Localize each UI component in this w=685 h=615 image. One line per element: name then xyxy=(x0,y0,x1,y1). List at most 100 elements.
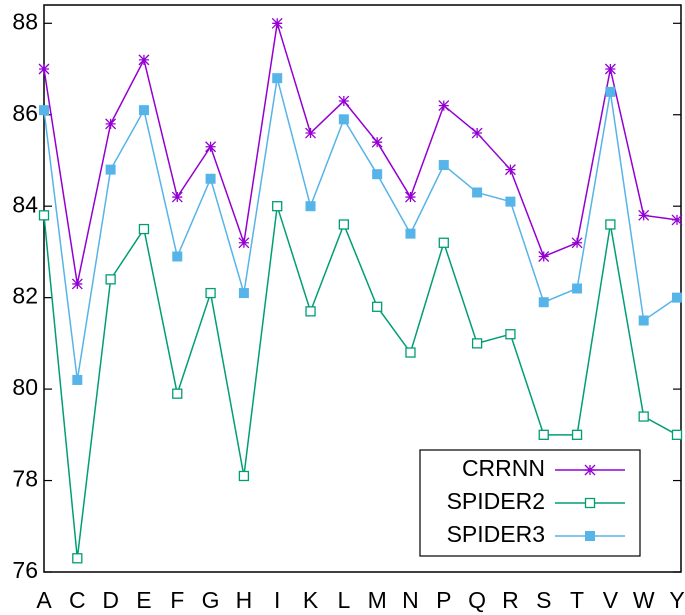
point xyxy=(538,297,549,308)
x-tick-label: R xyxy=(502,587,519,613)
x-tick-label: L xyxy=(337,587,350,613)
marker xyxy=(584,497,596,509)
series-line xyxy=(43,205,678,559)
marker xyxy=(172,388,183,399)
point xyxy=(438,160,449,171)
point xyxy=(38,210,50,221)
x-tick-label: G xyxy=(202,587,220,613)
point xyxy=(338,219,349,230)
marker xyxy=(672,292,682,303)
point xyxy=(671,214,683,226)
marker xyxy=(138,223,150,235)
point xyxy=(638,411,649,422)
point xyxy=(38,63,50,75)
plot-frame xyxy=(43,4,682,573)
point xyxy=(39,105,49,116)
marker xyxy=(105,118,117,130)
x-tick-label: D xyxy=(102,587,119,613)
x-tick-label: C xyxy=(69,587,86,613)
point xyxy=(538,429,549,440)
marker xyxy=(72,553,83,564)
point xyxy=(505,329,516,340)
point xyxy=(405,228,416,239)
marker xyxy=(238,237,250,249)
marker xyxy=(471,127,483,139)
legend: CRRNN SPIDER2 SPIDER3 xyxy=(419,449,641,557)
marker xyxy=(671,214,683,226)
x-tick-label: T xyxy=(570,587,584,613)
point xyxy=(238,288,249,299)
point xyxy=(571,237,583,249)
marker xyxy=(604,63,616,75)
series-line xyxy=(43,23,678,285)
marker xyxy=(171,191,183,203)
marker xyxy=(272,73,283,84)
point xyxy=(305,127,316,139)
point xyxy=(371,136,383,148)
point xyxy=(205,173,216,184)
point xyxy=(638,315,649,326)
marker xyxy=(405,191,416,203)
marker xyxy=(571,237,583,249)
marker xyxy=(638,315,649,326)
marker xyxy=(372,169,383,180)
marker xyxy=(538,297,549,308)
legend-marker xyxy=(584,497,596,509)
point xyxy=(172,388,183,399)
marker xyxy=(271,17,283,29)
marker xyxy=(72,374,83,385)
marker xyxy=(585,531,595,541)
point xyxy=(272,201,283,212)
point xyxy=(172,251,183,262)
point xyxy=(671,429,683,440)
point xyxy=(672,292,682,303)
point xyxy=(372,169,383,180)
point xyxy=(405,347,416,358)
point xyxy=(605,86,616,97)
x-tick-label: H xyxy=(236,587,253,613)
x-tick-label: W xyxy=(633,587,655,613)
point xyxy=(405,191,416,203)
x-tick-label: A xyxy=(36,587,52,613)
marker xyxy=(205,287,216,299)
marker xyxy=(305,127,316,139)
point xyxy=(338,114,349,125)
point xyxy=(72,553,83,564)
point xyxy=(471,338,483,349)
marker xyxy=(538,429,549,440)
marker xyxy=(572,283,583,294)
y-tick-label: 86 xyxy=(12,100,38,126)
point xyxy=(604,63,616,75)
x-tick-label: F xyxy=(170,587,184,613)
point xyxy=(271,17,283,29)
marker xyxy=(505,196,516,207)
marker xyxy=(39,105,49,116)
marker xyxy=(638,209,650,221)
x-tick-label: E xyxy=(136,587,151,613)
marker xyxy=(338,114,349,125)
point xyxy=(72,374,83,385)
y-tick-label: 80 xyxy=(12,374,38,400)
marker xyxy=(471,338,483,349)
marker xyxy=(205,173,216,184)
marker xyxy=(505,329,516,340)
legend-label: SPIDER3 xyxy=(447,521,545,547)
marker xyxy=(38,63,50,75)
marker xyxy=(438,237,449,248)
legend-marker xyxy=(584,464,596,476)
point xyxy=(605,219,616,230)
series-line xyxy=(43,77,678,381)
legend-label: CRRNN xyxy=(462,455,545,481)
marker xyxy=(305,201,316,212)
marker xyxy=(671,429,683,440)
x-tick-label: Y xyxy=(669,587,684,613)
marker xyxy=(584,464,596,476)
marker xyxy=(172,251,183,262)
point xyxy=(205,141,217,153)
marker xyxy=(305,306,316,317)
point xyxy=(305,306,316,317)
y-tick-label: 78 xyxy=(12,466,38,492)
marker xyxy=(372,301,383,312)
point xyxy=(538,251,550,262)
